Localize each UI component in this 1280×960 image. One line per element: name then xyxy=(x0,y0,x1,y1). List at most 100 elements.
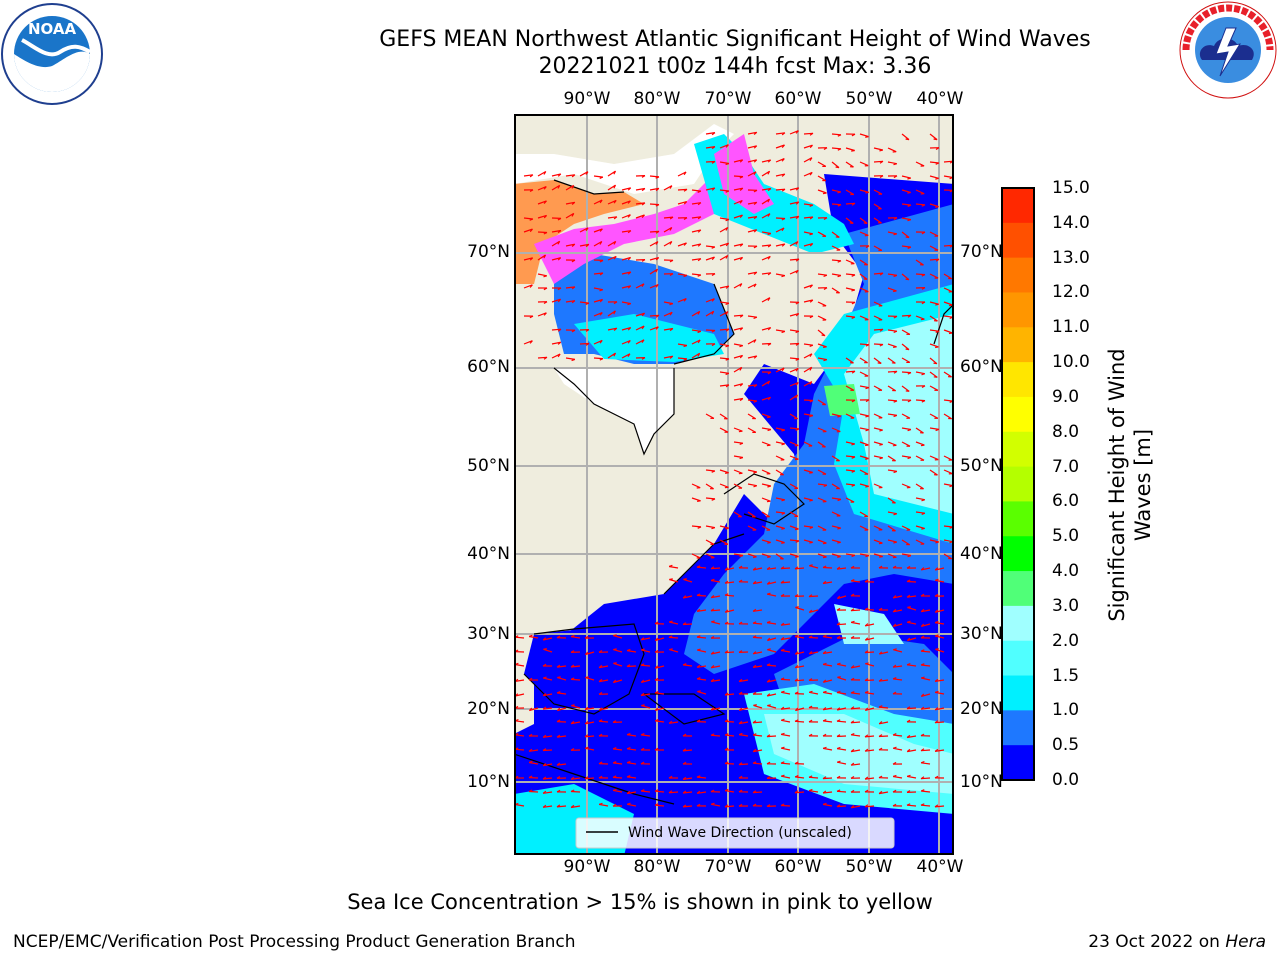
wave-direction-arrow xyxy=(515,748,525,751)
wave-direction-arrowhead xyxy=(739,176,744,179)
wave-direction-arrow xyxy=(921,623,931,627)
wave-direction-arrowhead xyxy=(920,318,925,321)
wave-direction-arrowhead xyxy=(920,789,925,792)
wind-wave-arrows xyxy=(515,130,953,809)
wave-direction-arrowhead xyxy=(851,289,855,292)
wave-direction-arrowhead xyxy=(808,733,813,737)
wave-direction-arrowhead xyxy=(837,260,842,263)
wave-direction-arrow xyxy=(921,677,931,681)
wave-direction-arrow xyxy=(859,553,870,557)
wave-direction-arrowhead xyxy=(865,387,870,390)
wave-direction-arrowhead xyxy=(893,330,898,334)
wave-direction-arrow xyxy=(775,367,785,373)
wave-direction-arrowhead xyxy=(557,230,562,234)
wave-direction-arrowhead xyxy=(878,542,883,545)
wave-direction-arrow xyxy=(859,273,868,280)
wave-direction-arrowhead xyxy=(613,648,617,651)
wave-direction-arrowhead xyxy=(725,527,729,530)
wave-direction-arrow xyxy=(851,734,861,737)
wave-direction-arrowhead xyxy=(599,289,603,292)
wave-direction-arrowhead xyxy=(739,159,744,163)
wave-direction-arrowhead xyxy=(543,186,547,190)
wave-direction-arrowhead xyxy=(752,691,757,695)
wave-direction-arrow xyxy=(738,721,749,725)
wave-direction-arrow xyxy=(915,315,925,320)
wave-direction-arrowhead xyxy=(766,566,771,570)
wave-direction-arrow xyxy=(733,243,743,247)
wave-direction-arrow xyxy=(906,580,917,583)
wave-direction-arrow xyxy=(935,635,945,639)
wave-direction-arrow xyxy=(621,187,631,191)
wave-direction-arrowhead xyxy=(921,373,925,376)
wave-direction-arrowhead xyxy=(542,790,547,794)
wave-direction-arrowhead xyxy=(711,187,716,191)
wave-direction-arrowhead xyxy=(682,733,687,737)
wave-direction-arrowhead xyxy=(907,219,912,222)
wave-direction-arrow xyxy=(753,581,763,585)
wave-direction-arrow xyxy=(873,525,883,531)
wave-direction-arrow xyxy=(543,693,553,697)
wave-direction-arrow xyxy=(935,648,945,653)
wave-direction-arrowhead xyxy=(528,733,533,737)
wave-direction-arrow xyxy=(837,567,847,570)
colorbar-tick-label: 6.0 xyxy=(1052,491,1080,512)
wave-direction-arrow xyxy=(593,339,603,345)
wave-direction-arrowhead xyxy=(557,240,561,245)
wave-direction-arrowhead xyxy=(570,634,575,638)
wave-direction-arrow xyxy=(845,370,856,373)
wave-direction-arrow xyxy=(556,805,567,808)
wave-direction-arrowhead xyxy=(640,761,645,765)
wave-direction-arrow xyxy=(663,327,673,331)
wave-direction-arrow xyxy=(691,258,701,261)
wave-direction-arrowhead xyxy=(823,147,828,151)
wave-direction-arrowhead xyxy=(640,663,645,666)
wave-direction-arrow xyxy=(823,651,833,655)
wave-direction-arrow xyxy=(557,692,567,695)
wave-direction-arrow xyxy=(705,146,715,149)
wave-direction-arrowhead xyxy=(542,763,547,767)
wave-direction-arrowhead xyxy=(920,593,925,597)
wave-direction-arrow xyxy=(537,312,547,317)
wave-direction-arrow xyxy=(733,343,743,347)
wave-direction-arrowhead xyxy=(865,457,869,460)
wave-direction-arrow xyxy=(845,315,855,318)
wave-direction-arrow xyxy=(775,525,785,529)
wave-direction-arrowhead xyxy=(836,734,841,738)
wave-direction-arrowhead xyxy=(864,776,869,780)
wave-direction-arrow xyxy=(901,231,910,238)
wave-direction-arrow xyxy=(803,413,813,417)
wave-direction-arrow xyxy=(543,735,553,738)
wave-direction-arrow xyxy=(705,329,716,332)
wave-direction-arrowhead xyxy=(921,676,925,679)
wave-direction-arrow xyxy=(859,385,870,389)
wave-direction-arrow xyxy=(585,721,595,725)
wave-direction-arrow xyxy=(921,609,931,613)
wave-direction-arrowhead xyxy=(766,500,771,503)
wave-direction-arrowhead xyxy=(781,542,785,544)
wave-direction-arrow xyxy=(803,132,814,135)
wave-direction-arrowhead xyxy=(795,342,800,346)
colorbar-band xyxy=(1002,222,1034,259)
wave-direction-arrow xyxy=(543,648,553,653)
wave-direction-arrow xyxy=(683,791,693,794)
wave-direction-arrow xyxy=(579,243,590,247)
wave-direction-arrow xyxy=(747,511,756,518)
wave-direction-arrow xyxy=(766,735,777,738)
wave-direction-arrowhead xyxy=(571,358,576,362)
wave-direction-arrowhead xyxy=(767,704,771,707)
wave-direction-arrow xyxy=(901,189,911,193)
wave-direction-arrowhead xyxy=(585,676,589,679)
wave-direction-arrow xyxy=(761,396,771,401)
wave-direction-arrowhead xyxy=(865,399,870,403)
wave-direction-arrowhead xyxy=(542,693,547,697)
wave-direction-arrow xyxy=(767,622,777,625)
wave-direction-arrow xyxy=(691,273,701,276)
wave-direction-arrow xyxy=(901,133,910,141)
wave-direction-arrow xyxy=(887,357,896,364)
wave-direction-arrow xyxy=(621,301,631,305)
colorbar-band xyxy=(1002,292,1034,328)
wave-direction-arrow xyxy=(873,217,882,224)
wave-direction-arrowhead xyxy=(809,366,813,371)
wave-direction-arrow xyxy=(677,171,687,177)
wave-direction-arrow xyxy=(677,298,687,303)
